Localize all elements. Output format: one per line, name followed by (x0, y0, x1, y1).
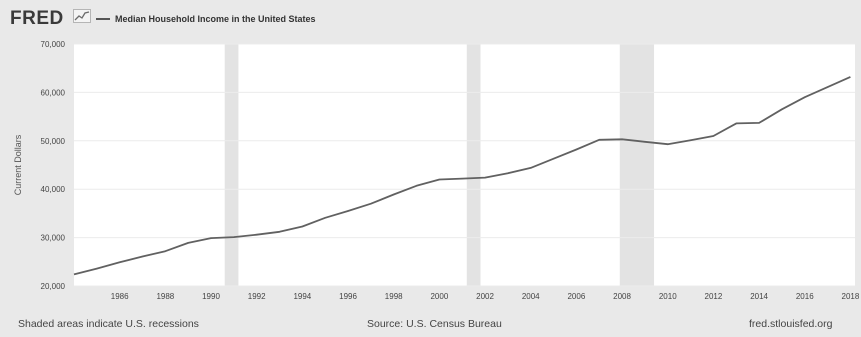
x-tick-label: 2018 (842, 292, 860, 301)
x-tick-label: 2000 (430, 292, 448, 301)
x-tick-label: 1990 (202, 292, 220, 301)
x-tick-label: 1998 (385, 292, 403, 301)
data-point (849, 76, 851, 78)
data-point (689, 139, 691, 141)
data-point (347, 210, 349, 212)
data-point (96, 267, 98, 269)
legend-swatch (96, 18, 110, 20)
series-line (73, 76, 851, 276)
data-point (667, 143, 669, 145)
x-tick-label: 1996 (339, 292, 357, 301)
data-point (415, 185, 417, 187)
data-point (598, 139, 600, 141)
data-point (621, 138, 623, 140)
data-point (210, 237, 212, 239)
data-point (644, 141, 646, 143)
y-tick-label: 50,000 (41, 137, 66, 146)
data-point (438, 178, 440, 180)
x-tick-label: 2012 (705, 292, 723, 301)
x-tick-label: 1988 (156, 292, 174, 301)
data-point (804, 96, 806, 98)
recession-band (619, 44, 655, 286)
y-tick-label: 30,000 (41, 234, 66, 243)
recession-band (224, 44, 239, 286)
data-point (781, 108, 783, 110)
chart-legend: Median Household Income in the United St… (96, 14, 316, 24)
y-tick-label: 70,000 (41, 40, 66, 49)
data-point (461, 177, 463, 179)
data-point (255, 233, 257, 235)
data-point (575, 148, 577, 150)
data-point (301, 225, 303, 227)
y-axis-label: Current Dollars (13, 134, 23, 195)
data-point (118, 261, 120, 263)
data-point (758, 122, 760, 124)
data-point (164, 250, 166, 252)
data-point (530, 167, 532, 169)
recession-band (466, 44, 481, 286)
source-note: Source: U.S. Census Bureau (367, 318, 502, 330)
x-tick-label: 1992 (248, 292, 266, 301)
data-point (187, 242, 189, 244)
data-point (712, 135, 714, 137)
legend-label: Median Household Income in the United St… (115, 14, 316, 24)
data-point (324, 217, 326, 219)
data-point (826, 86, 828, 88)
x-tick-label: 2010 (659, 292, 677, 301)
data-point (393, 193, 395, 195)
data-point (73, 273, 75, 275)
data-point (507, 172, 509, 174)
x-tick-label: 1986 (111, 292, 129, 301)
data-point (141, 255, 143, 257)
y-tick-label: 20,000 (41, 282, 66, 291)
data-point (370, 203, 372, 205)
fred-logo: FRED (10, 8, 64, 29)
data-point (735, 122, 737, 124)
x-tick-label: 1994 (293, 292, 311, 301)
plot-area (74, 44, 855, 286)
x-tick-label: 2002 (476, 292, 494, 301)
data-point (278, 231, 280, 233)
x-tick-label: 2006 (567, 292, 585, 301)
x-tick-label: 2016 (796, 292, 814, 301)
fred-sparkline-logo-icon (73, 9, 91, 23)
site-url[interactable]: fred.stlouisfed.org (749, 318, 833, 330)
y-tick-label: 60,000 (41, 88, 66, 97)
x-tick-label: 2008 (613, 292, 631, 301)
data-point (233, 236, 235, 238)
data-point (484, 176, 486, 178)
x-tick-label: 2014 (750, 292, 768, 301)
recession-note: Shaded areas indicate U.S. recessions (18, 318, 199, 330)
y-tick-label: 40,000 (41, 185, 66, 194)
x-tick-label: 2004 (522, 292, 540, 301)
data-point (552, 158, 554, 160)
